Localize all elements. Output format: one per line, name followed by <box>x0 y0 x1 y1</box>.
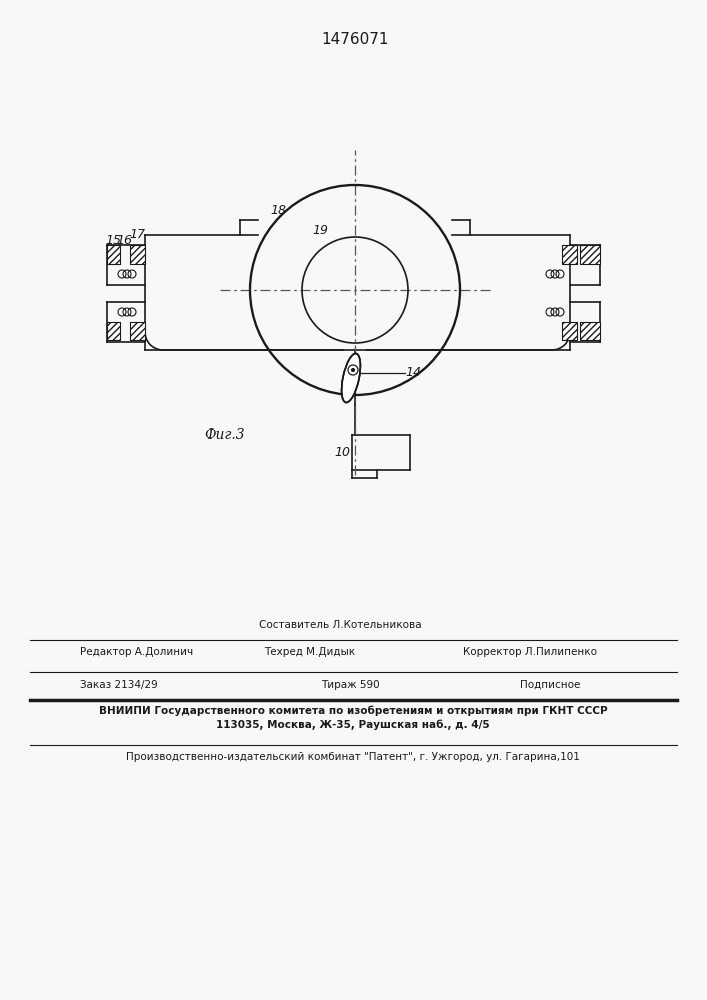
Polygon shape <box>580 245 600 264</box>
Polygon shape <box>107 245 120 264</box>
Text: 19: 19 <box>312 224 328 236</box>
Text: Составитель Л.Котельникова: Составитель Л.Котельникова <box>259 620 421 630</box>
Text: Фиг.3: Фиг.3 <box>205 428 245 442</box>
Text: Заказ 2134/29: Заказ 2134/29 <box>80 680 158 690</box>
Text: Подписное: Подписное <box>520 680 580 690</box>
Ellipse shape <box>341 353 361 403</box>
Text: ВНИИПИ Государственного комитета по изобретениям и открытиям при ГКНТ СССР: ВНИИПИ Государственного комитета по изоб… <box>99 706 607 716</box>
Polygon shape <box>130 245 145 264</box>
Polygon shape <box>107 322 120 340</box>
Polygon shape <box>580 322 600 340</box>
Polygon shape <box>130 322 145 340</box>
Text: 16: 16 <box>116 233 132 246</box>
Polygon shape <box>562 245 577 264</box>
Text: 1476071: 1476071 <box>321 32 389 47</box>
Text: Корректор Л.Пилипенко: Корректор Л.Пилипенко <box>463 647 597 657</box>
Polygon shape <box>562 322 577 340</box>
Circle shape <box>351 368 354 371</box>
Text: 17: 17 <box>129 228 145 240</box>
Text: Редактор А.Долинич: Редактор А.Долинич <box>80 647 193 657</box>
Text: 10: 10 <box>334 446 350 459</box>
Text: 14: 14 <box>405 366 421 379</box>
Text: 18: 18 <box>270 204 286 217</box>
Text: 113035, Москва, Ж-35, Раушская наб., д. 4/5: 113035, Москва, Ж-35, Раушская наб., д. … <box>216 720 490 730</box>
Text: 15: 15 <box>105 233 121 246</box>
Text: Техред М.Дидык: Техред М.Дидык <box>264 647 356 657</box>
Text: Производственно-издательский комбинат "Патент", г. Ужгород, ул. Гагарина,101: Производственно-издательский комбинат "П… <box>126 752 580 762</box>
Circle shape <box>348 365 358 375</box>
Text: Тираж 590: Тираж 590 <box>321 680 380 690</box>
